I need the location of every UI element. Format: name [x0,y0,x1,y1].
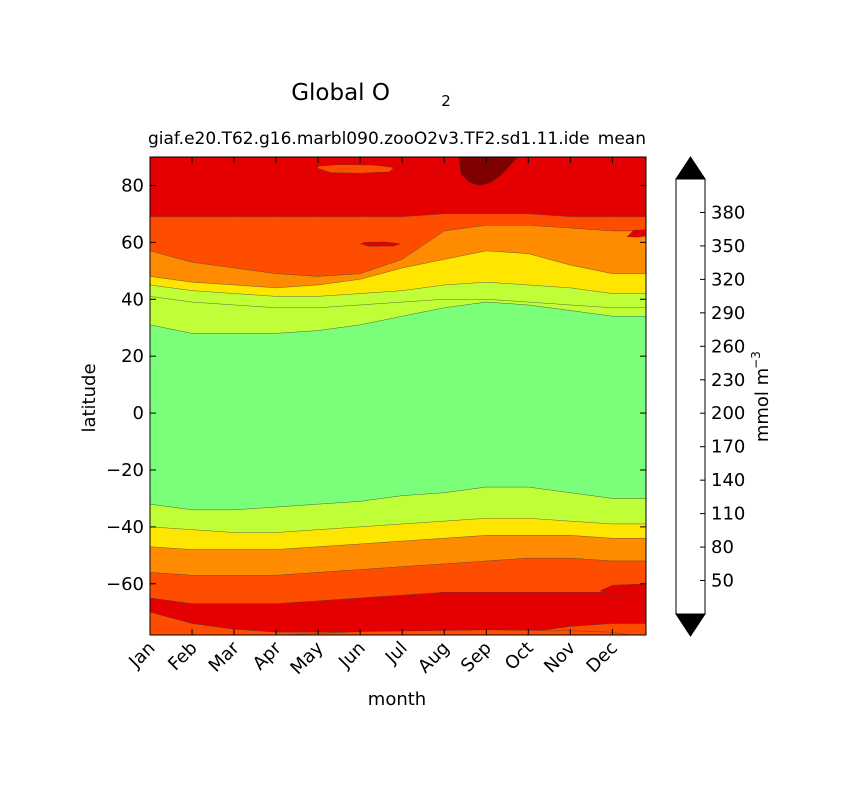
x-tick-label-jun: Jun [334,638,369,673]
colorbar-tick-label-350: 350 [711,236,745,257]
colorbar-tick-label-170: 170 [711,437,745,458]
colorbar-tick-label-200: 200 [711,403,745,424]
colorbar-label: mmol m [752,368,773,442]
colorbar-label-exponent: −3 [749,351,763,369]
colorbar: 50 80 110 140 170 200 230 260 290 320 350 380 [675,156,745,637]
plot-frame [149,156,647,636]
y-tick-label-2: 40 [121,289,144,310]
x-tick-label-jan: Jan [124,638,159,673]
colorbar-tick-label-80: 80 [711,537,734,558]
contour-plot-area [150,157,646,635]
x-tick-label-oct: Oct [501,638,538,675]
colorbar-tick-label-140: 140 [711,470,745,491]
chart-subtitle-left: giaf.e20.T62.g16.marbl090.zooO2v3.TF2.sd… [148,129,590,149]
y-tick-label-1: 60 [121,232,144,253]
y-tick-label-7: −60 [106,574,144,595]
y-tick-label-4: 0 [133,403,144,424]
x-tick-label-apr: Apr [249,637,286,674]
colorbar-tick-label-290: 290 [711,303,745,324]
contour-patch-3 [626,229,646,238]
contour-patch-1 [317,164,395,174]
colorbar-frame [675,178,706,615]
colorbar-extend-min [675,613,706,637]
colorbar-extend-max [675,156,706,180]
chart-title: Global O [291,80,390,106]
colorbar-tick-label-380: 380 [711,202,745,223]
band-200-230-tropical-core [150,301,646,511]
colorbar-tick-label-50: 50 [711,571,734,592]
x-tick-label-aug: Aug [414,638,454,678]
x-axis-label: month [368,689,426,710]
colorbar-tick-label-320: 320 [711,269,745,290]
x-tick-label-may: May [287,637,328,678]
band-350-380-north [150,157,646,218]
y-tick-label-0: 80 [121,175,144,196]
x-tick-label-nov: Nov [540,637,580,677]
contour-patch-0 [458,157,519,186]
colorbar-tick-label-260: 260 [711,336,745,357]
x-tick-label-mar: Mar [205,637,244,676]
contour-patch-2 [359,241,401,247]
x-tick-label-jul: Jul [381,638,412,669]
chart-title-subscript: 2 [441,92,451,110]
colorbar-tick-label-230: 230 [711,370,745,391]
y-axis: 80 60 40 20 0 −20 −40 −60 [106,175,646,595]
contour-patch-5 [599,583,646,598]
y-axis-label: latitude [79,363,100,432]
x-tick-label-dec: Dec [582,638,621,677]
y-tick-label-5: −20 [106,460,144,481]
colorbar-tick-label-110: 110 [711,504,745,525]
chart-subtitle-right: mean [598,129,646,149]
x-tick-label-feb: Feb [164,638,201,675]
y-tick-label-6: −40 [106,517,144,538]
y-tick-label-3: 20 [121,346,144,367]
x-tick-label-sep: Sep [457,638,496,677]
